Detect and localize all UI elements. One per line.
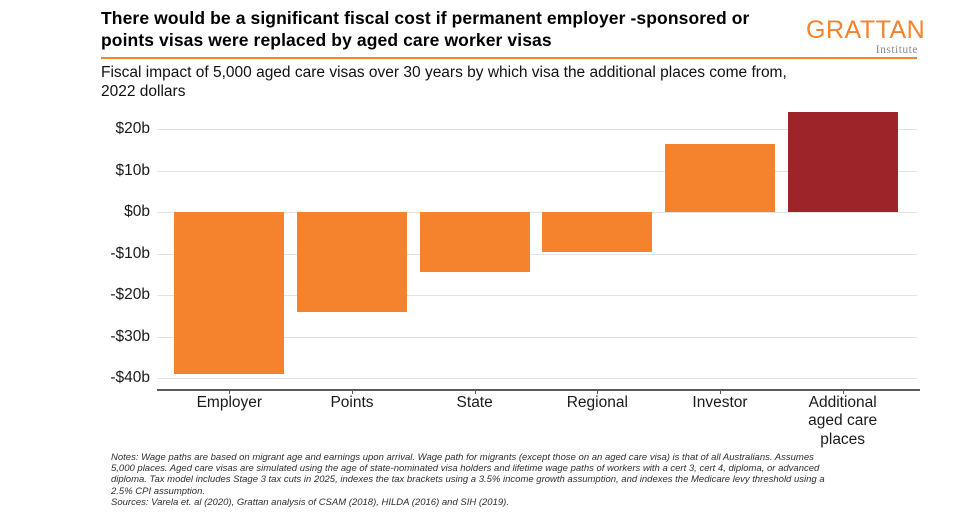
chart-footer: Notes: Wage paths are based on migrant a… (111, 452, 941, 508)
y-axis-tick-label: -$40b (110, 369, 150, 387)
chart-notes-line-3: diploma. Tax model includes Stage 3 tax … (111, 474, 825, 486)
chart-notes-line-1: Notes: Wage paths are based on migrant a… (111, 452, 814, 463)
x-axis-tick (229, 390, 231, 394)
gridline--10b (157, 253, 917, 255)
x-axis-label-investor: Investor (692, 394, 748, 411)
gridline--40b (157, 378, 917, 380)
x-axis-tick (597, 390, 599, 394)
bar-additional-aged-care-places (787, 112, 898, 213)
x-axis-label-regional: Regional (566, 394, 628, 411)
y-axis-tick-label: -$20b (110, 286, 150, 304)
grattan-logo: GRATTAN Institute (806, 16, 926, 57)
chart-subtitle: Fiscal impact of 5,000 aged care visas o… (101, 63, 881, 101)
x-axis-tick (842, 390, 844, 394)
y-axis-tick-label: $10b (115, 161, 150, 179)
x-axis-tick (720, 390, 721, 394)
x-axis-tick (352, 390, 353, 394)
bar-regional (542, 212, 653, 252)
page-title-line-2: points visas were replaced by aged care … (101, 30, 552, 51)
gridline--20b (157, 129, 917, 131)
bar-points (297, 212, 407, 312)
accent-divider-rule (101, 57, 917, 60)
chart-notes-line-4: 2.5% CPI assumption. (111, 485, 205, 497)
chart-subtitle-line-1: Fiscal impact of 5,000 aged care visas o… (101, 64, 787, 81)
chart-subtitle-line-2: 2022 dollars (101, 83, 186, 101)
x-axis-tick (474, 390, 476, 394)
chart-notes-line-2: 5,000 places. Aged care visas are simula… (111, 463, 820, 475)
y-axis-tick-label: -$30b (110, 327, 150, 345)
x-axis-label-state: State (456, 394, 493, 411)
page-title-line-1: There would be a significant fiscal cost… (101, 8, 750, 28)
gridline--20b (157, 295, 917, 297)
bar-state (419, 212, 530, 273)
grattan-logo-wordmark: GRATTAN (806, 16, 926, 44)
grattan-logo-institute-label: Institute (875, 44, 918, 56)
gridline--30b (157, 336, 917, 338)
gridline--0b (157, 212, 917, 214)
x-axis-label-points: Points (330, 394, 374, 411)
chart-sources: Sources: Varela et. al (2020), Grattan a… (111, 496, 509, 508)
x-axis-line (157, 389, 920, 391)
y-axis-tick-label: -$10b (110, 244, 150, 262)
y-axis-tick-label: $0b (124, 203, 150, 221)
bar-employer (174, 212, 285, 375)
page-title: There would be a significant fiscal cost… (101, 7, 791, 51)
y-axis-tick-label: $20b (115, 120, 150, 138)
x-axis-label-additional-aged-care-places: Additional aged care places (808, 394, 878, 448)
bar-investor (665, 143, 775, 213)
x-axis-label-employer: Employer (196, 394, 263, 411)
gridline--10b (157, 170, 917, 172)
